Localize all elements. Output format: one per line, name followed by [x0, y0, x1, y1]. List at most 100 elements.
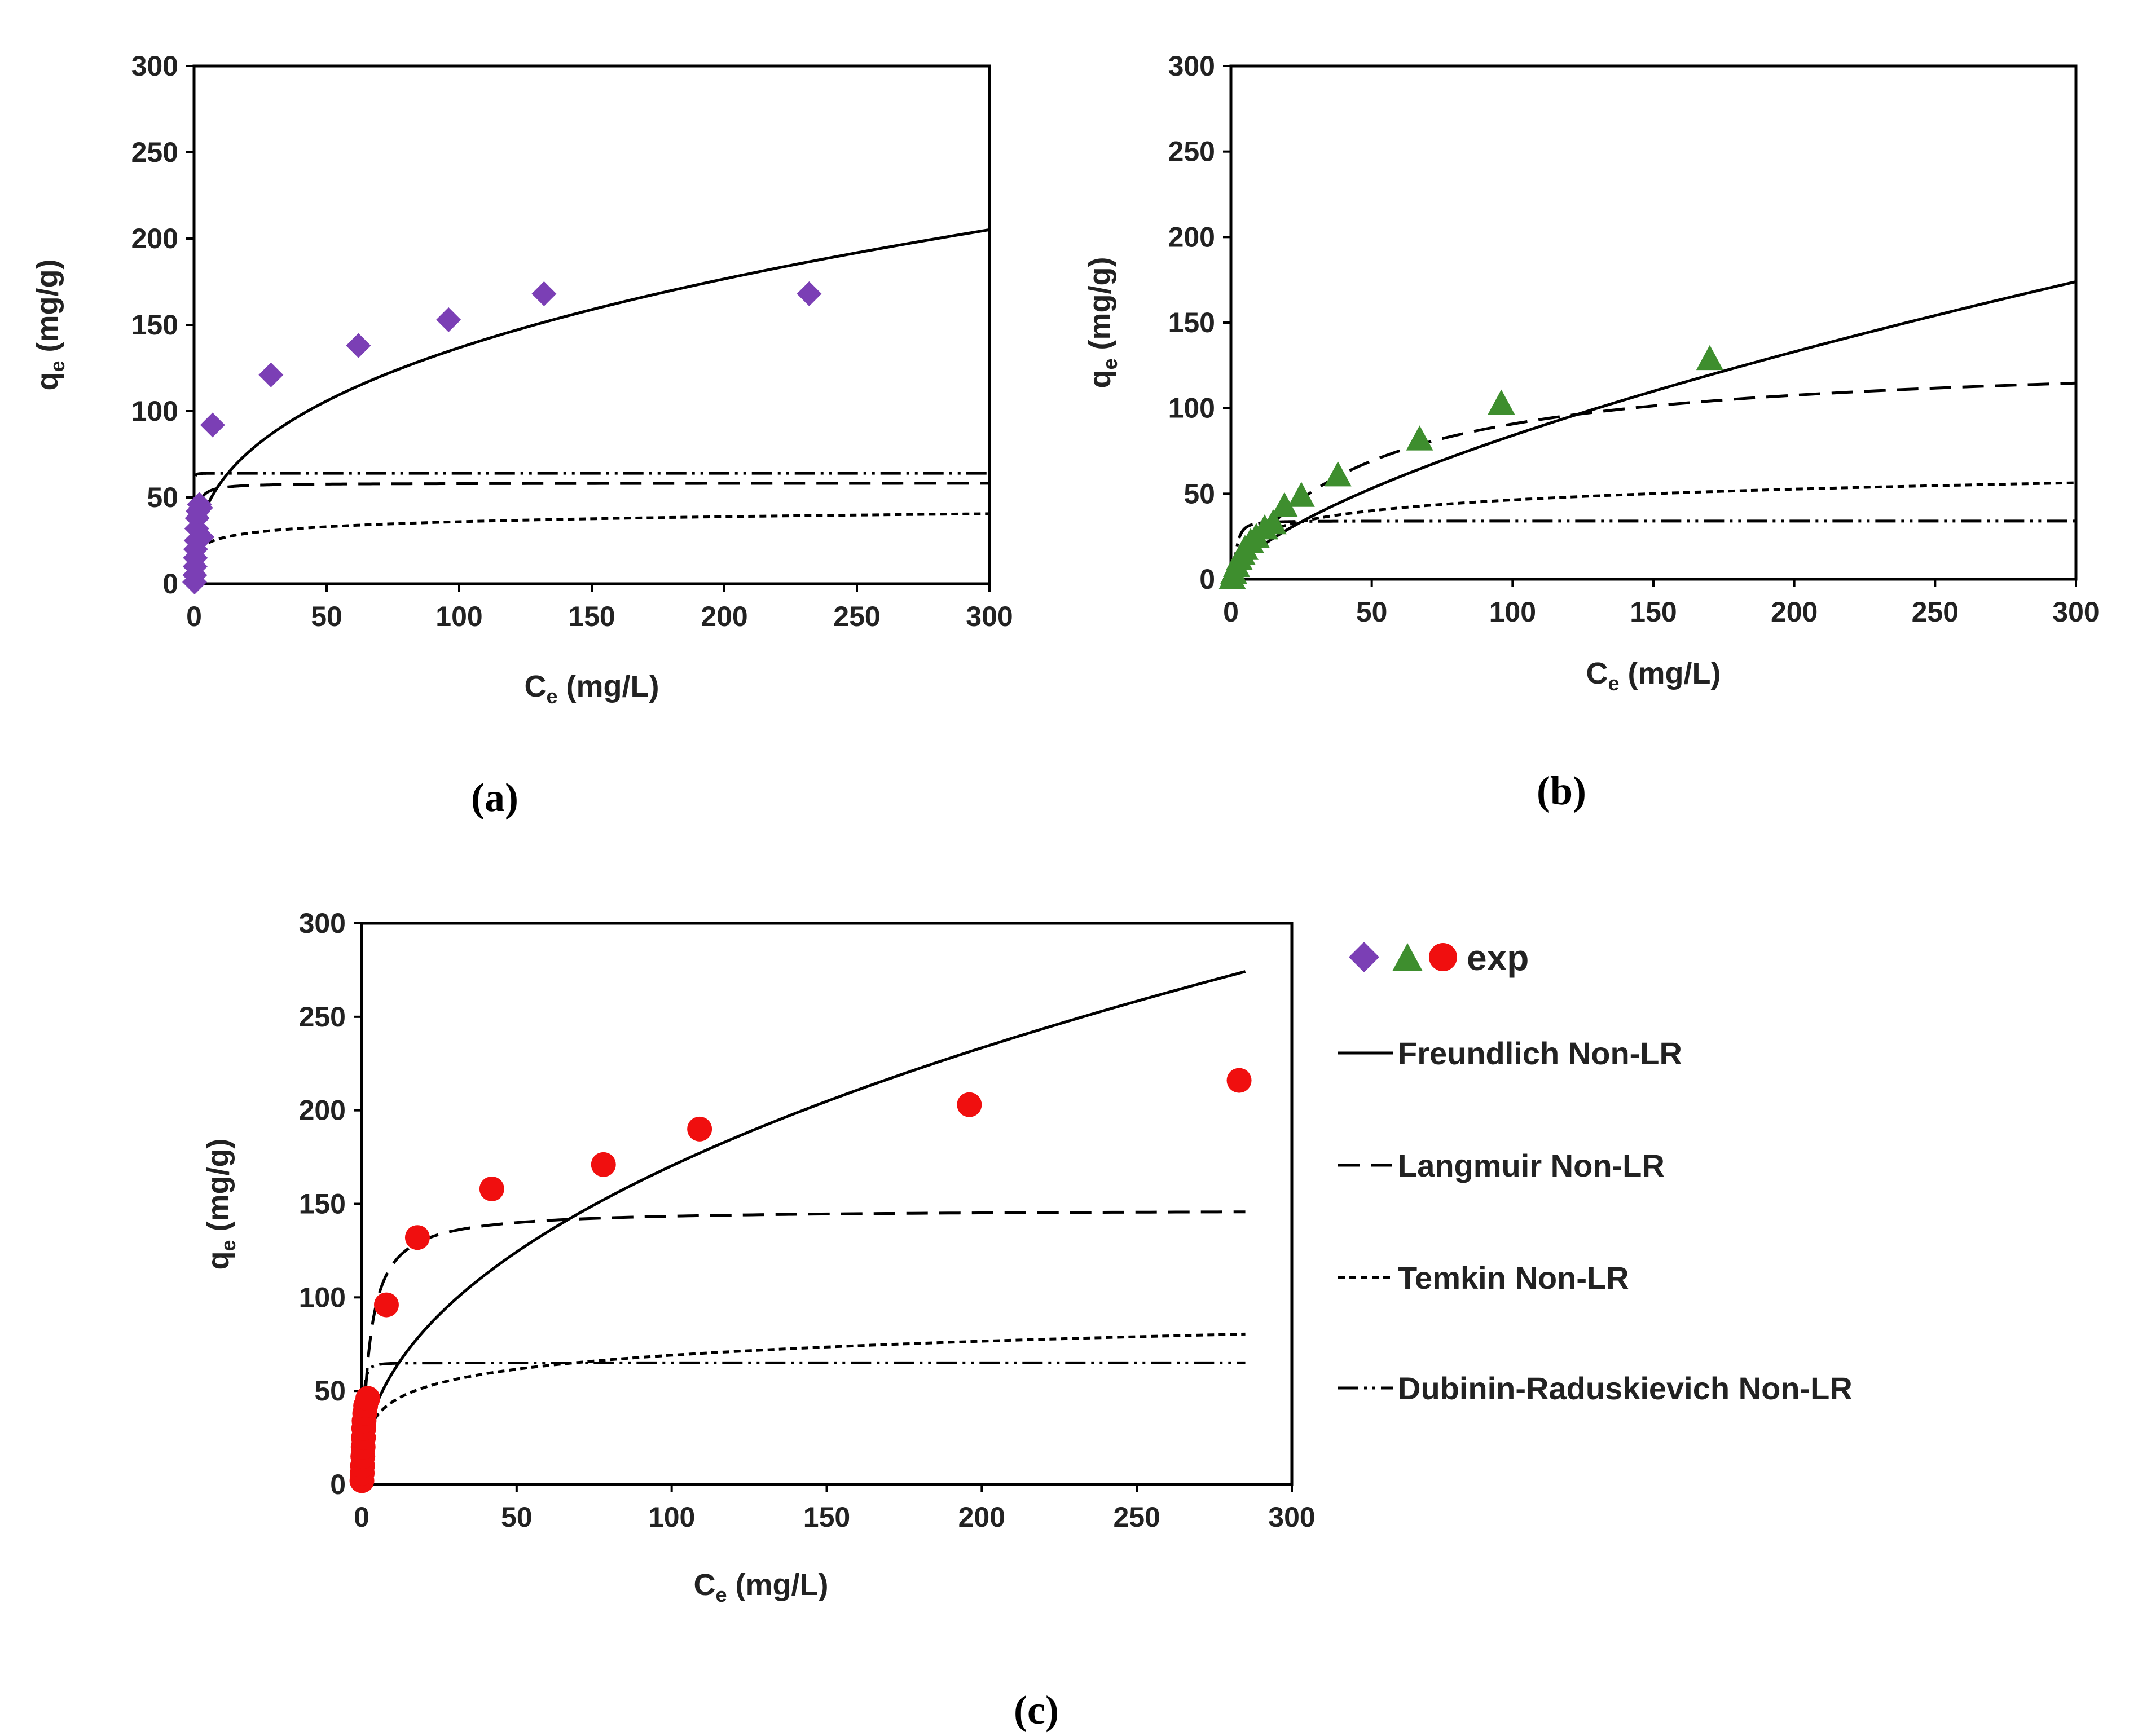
x-tick-label-c-0: 0	[354, 1501, 369, 1533]
data-point-a-15	[436, 307, 461, 332]
tick-group-c: 0 50 100 150 200 250 300 0 50 100 150 200 250 300	[299, 907, 1316, 1533]
y-tick-label-c-150: 150	[299, 1188, 346, 1220]
x-tick-label-b-50: 50	[1356, 596, 1388, 628]
point-group-b	[1218, 345, 1723, 589]
x-axis-title-a: Ce (mg/L)	[525, 669, 659, 708]
y-tick-label-a-150: 150	[131, 309, 178, 341]
x-tick-label-b-200: 200	[1771, 596, 1818, 628]
plot-area-a	[192, 64, 991, 585]
x-tick-label-c-250: 250	[1113, 1501, 1160, 1533]
panel-label-b: (b)	[1537, 768, 1586, 813]
chart-panel-b: 0 50 100 150 200 250 300 0 50 100 150 200 250 300 Ce …	[1083, 50, 2100, 813]
y-tick-label-b-250: 250	[1168, 136, 1215, 168]
x-tick-label-a-200: 200	[701, 601, 747, 632]
data-point-a-17	[797, 281, 822, 306]
y-tick-label-b-300: 300	[1168, 50, 1215, 82]
data-point-c-16	[957, 1092, 982, 1117]
data-point-c-13	[479, 1176, 504, 1201]
legend-marker-circle	[1429, 943, 1457, 971]
x-tick-label-a-50: 50	[311, 601, 342, 632]
curve-c-temkin	[364, 1332, 1246, 1440]
y-tick-label-b-200: 200	[1168, 221, 1215, 253]
data-point-b-9	[1259, 509, 1287, 535]
x-tick-label-a-0: 0	[186, 601, 202, 632]
y-tick-label-a-300: 300	[131, 50, 178, 82]
data-point-c-15	[687, 1116, 712, 1142]
curve-a-dr	[194, 472, 989, 477]
legend-label-dr: Dubinin-Raduskievich Non-LR	[1398, 1371, 1853, 1406]
y-tick-label-c-300: 300	[299, 907, 346, 939]
x-axis-title-b: Ce (mg/L)	[1586, 656, 1721, 695]
y-axis-title-a: qe (mg/g)	[30, 259, 69, 391]
data-point-b-13	[1406, 425, 1433, 451]
point-group-a	[182, 281, 822, 594]
legend-marker-diamond	[1349, 942, 1379, 972]
panel-label-a: (a)	[471, 775, 518, 820]
y-tick-label-c-100: 100	[299, 1281, 346, 1313]
tick-group-a: 0 50 100 150 200 250 300 0 50 100 150 200 250 300	[131, 50, 1013, 632]
legend-label-temkin: Temkin Non-LR	[1398, 1260, 1629, 1296]
tick-group-b: 0 50 100 150 200 250 300 0 50 100 150 200 250 300	[1168, 50, 2100, 628]
y-tick-label-b-150: 150	[1168, 307, 1215, 338]
y-tick-label-b-0: 0	[1199, 563, 1215, 595]
y-tick-label-a-100: 100	[131, 395, 178, 427]
panel-label-c: (c)	[1014, 1687, 1059, 1733]
x-tick-label-b-150: 150	[1630, 596, 1677, 628]
data-point-b-12	[1324, 461, 1352, 487]
data-point-a-16	[531, 281, 557, 306]
x-tick-label-b-0: 0	[1223, 596, 1239, 628]
chart-panel-a: 0 50 100 150 200 250 300 0 50 100 150 200 250 300 Ce …	[30, 50, 1013, 820]
legend-marker-triangle	[1392, 943, 1423, 971]
point-group-c	[349, 1068, 1252, 1493]
data-point-b-11	[1287, 482, 1315, 507]
x-tick-label-a-250: 250	[833, 601, 880, 632]
x-tick-label-a-300: 300	[966, 601, 1013, 632]
data-point-c-17	[1226, 1068, 1252, 1093]
y-axis-title-b: qe (mg/g)	[1083, 257, 1121, 389]
y-tick-label-b-50: 50	[1184, 478, 1215, 509]
x-tick-label-b-250: 250	[1912, 596, 1959, 628]
plot-area-c	[360, 922, 1294, 1486]
y-tick-label-c-250: 250	[299, 1001, 346, 1033]
x-axis-title-c: Ce (mg/L)	[694, 1568, 829, 1606]
x-tick-label-a-150: 150	[568, 601, 615, 632]
x-tick-label-c-150: 150	[803, 1501, 850, 1533]
data-point-c-14	[591, 1152, 616, 1177]
y-axis-title-c: qe (mg/g)	[201, 1139, 240, 1270]
x-tick-label-c-200: 200	[958, 1501, 1005, 1533]
y-tick-label-c-200: 200	[299, 1095, 346, 1126]
x-tick-label-c-100: 100	[648, 1501, 695, 1533]
y-tick-label-b-100: 100	[1168, 393, 1215, 424]
data-point-b-15	[1696, 345, 1723, 371]
legend-label-langmuir: Langmuir Non-LR	[1398, 1148, 1665, 1183]
y-tick-label-a-50: 50	[147, 482, 178, 513]
data-point-a-10	[188, 495, 213, 521]
data-point-c-12	[404, 1225, 430, 1250]
legend-label-freundlich: Freundlich Non-LR	[1398, 1036, 1682, 1071]
curve-a-langmuir	[193, 482, 989, 534]
curve-a-temkin	[193, 512, 990, 561]
data-point-a-14	[346, 333, 371, 358]
data-point-a-13	[258, 362, 284, 387]
data-point-b-14	[1488, 389, 1515, 415]
data-point-c-10	[355, 1386, 380, 1411]
x-tick-label-c-300: 300	[1268, 1501, 1315, 1533]
x-tick-label-a-100: 100	[435, 601, 482, 632]
x-tick-label-c-50: 50	[501, 1501, 533, 1533]
data-point-a-11	[190, 525, 215, 550]
y-tick-label-c-50: 50	[314, 1375, 346, 1407]
chart-panel-c: 0 50 100 150 200 250 300 0 50 100 150 200 250 300 Ce …	[201, 907, 1316, 1733]
x-tick-label-b-100: 100	[1489, 596, 1536, 628]
data-point-b-10	[1270, 492, 1298, 517]
data-point-a-12	[200, 412, 225, 438]
y-tick-label-c-0: 0	[330, 1469, 346, 1500]
legend: exp Freundlich Non-LR Langmuir Non-LR Te…	[1338, 937, 1853, 1406]
y-tick-label-a-250: 250	[131, 136, 178, 168]
legend-exp-label: exp	[1467, 937, 1529, 978]
y-tick-label-a-0: 0	[162, 568, 178, 600]
data-point-c-11	[373, 1292, 399, 1318]
x-tick-label-b-300: 300	[2052, 596, 2099, 628]
plot-area-b	[1229, 64, 2078, 581]
y-tick-label-a-200: 200	[131, 223, 178, 254]
